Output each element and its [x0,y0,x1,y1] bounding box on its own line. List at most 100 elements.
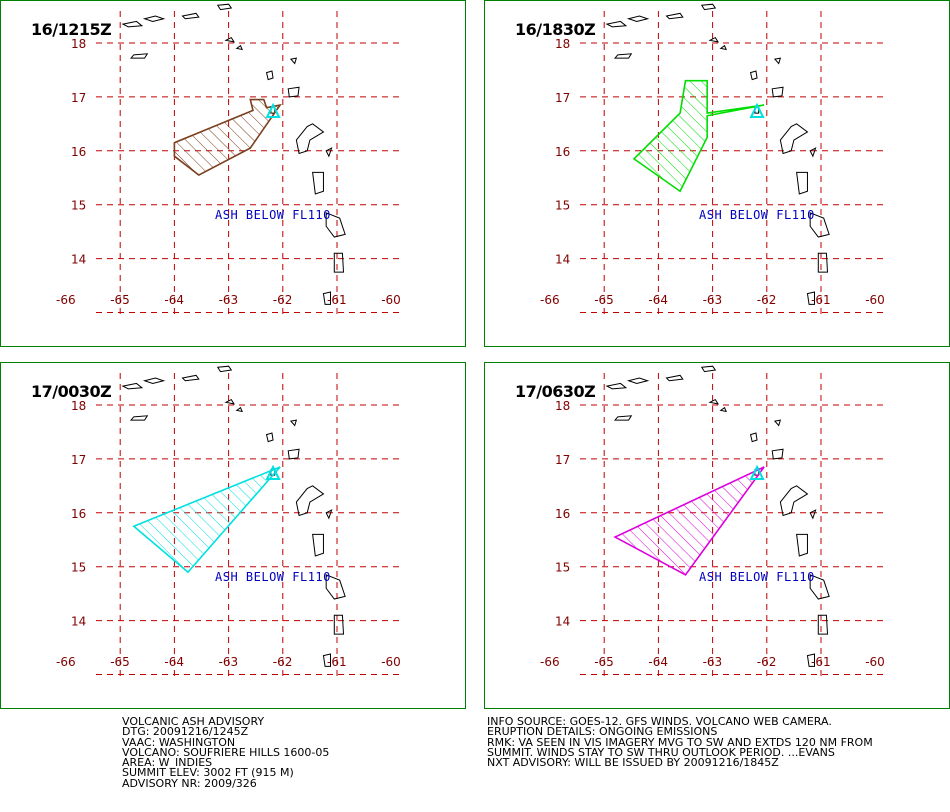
island-outline [806,653,815,667]
island-outline [265,432,274,443]
island-outline [322,291,331,305]
island-outline [700,365,717,373]
advisory-line: NXT ADVISORY: WILL BE ISSUED BY 20091216… [487,756,779,770]
volcano-marker [749,102,765,118]
longitude-label: -64 [164,655,184,669]
longitude-label: -62 [273,293,293,307]
coastlines [121,365,346,667]
island-outline [142,15,166,22]
longitude-label: -65 [110,293,130,307]
advisory-text-right: INFO SOURCE: GOES-12. GFS WINDS. VOLCANO… [487,716,873,770]
island-outline [235,406,243,413]
panel-time: 16/1215Z [31,20,112,39]
latitude-label: 16 [555,145,570,159]
longitude-label: -63 [219,293,239,307]
island-outline [224,398,236,405]
longitude-label: -63 [703,655,723,669]
ash-cloud-polygon [632,79,765,193]
island-outline [796,171,808,195]
island-outline [809,212,830,238]
panel-time: 16/1830Z [515,20,596,39]
longitude-label: -64 [648,655,668,669]
ash-cloud-polygon [613,466,765,576]
longitude-label: -60 [381,293,401,307]
lat-lon-grid [580,373,885,676]
longitude-label: -61 [327,293,347,307]
latitude-label: 14 [555,615,570,629]
island-outline [235,44,243,51]
island-outline [312,171,324,195]
island-outline [121,382,144,390]
island-outline [779,485,809,517]
island-outline [817,614,829,635]
longitude-label: -64 [648,293,668,307]
latitude-label: 18 [71,37,86,51]
ash-altitude-label: ASH BELOW FL110 [699,208,815,222]
latitude-label: 17 [555,91,570,105]
ash-altitude-label: ASH BELOW FL110 [215,570,331,584]
latitude-label: 18 [71,399,86,413]
advisory-line: DTG: 20091216/1245Z [122,725,249,739]
advisory-line: ADVISORY NR: 2009/326 [122,776,257,790]
advisory-line: AREA: W_INDIES [122,756,213,770]
island-outline [287,86,300,98]
island-outline [779,123,809,155]
map-canvas: 18 17 16 15 14 -66 -65 -64 -63 -62 -61 -60 [540,3,885,314]
latitude-label: 15 [71,199,86,213]
forecast-panel-1: 18 17 16 15 14 -66 -65 -64 -63 -62 -61 -60 16/1215Z… [0,0,466,347]
island-outline [809,574,830,600]
island-outline [181,374,200,382]
island-outline [325,574,346,600]
advisory-line: VAAC: WASHINGTON [122,735,236,749]
longitude-label: -63 [219,655,239,669]
longitude-label: -66 [56,655,76,669]
island-outline [719,406,727,413]
lat-lon-grid [96,11,401,314]
latitude-label: 16 [71,145,86,159]
lat-lon-grid [580,11,885,314]
island-outline [613,415,633,421]
island-outline [325,212,346,238]
latitude-label: 17 [71,453,86,467]
panel-time: 17/0030Z [31,382,112,401]
longitude-label: -61 [811,293,831,307]
island-outline [665,374,684,382]
island-outline [325,147,333,158]
island-outline [224,36,236,43]
longitude-label: -65 [110,655,130,669]
island-outline [289,57,298,65]
island-outline [771,448,784,460]
longitude-label: -61 [327,655,347,669]
latitude-label: 17 [555,453,570,467]
longitude-label: -61 [811,655,831,669]
island-outline [333,252,345,273]
island-outline [817,252,829,273]
advisory-line: VOLCANO: SOUFRIERE HILLS 1600-05 [122,745,330,759]
island-outline [809,509,817,520]
volcano-marker [265,102,281,118]
island-outline [312,533,324,557]
island-outline [287,448,300,460]
island-outline [771,86,784,98]
longitude-label: -62 [273,655,293,669]
island-outline [289,419,298,427]
map-canvas: 18 17 16 15 14 -66 -65 -64 -63 -62 -61 -60 [56,365,401,676]
forecast-panel-4: 18 17 16 15 14 -66 -65 -64 -63 -62 -61 -60 17/0630Z… [484,362,950,709]
longitude-label: -65 [594,655,614,669]
island-outline [806,291,815,305]
map-canvas: 18 17 16 15 14 -66 -65 -64 -63 -62 -61 -60 [540,365,885,676]
longitude-label: -60 [381,655,401,669]
island-outline [325,509,333,520]
island-outline [129,415,149,421]
advisory-line: SUMMIT. WINDS STAY TO SW THRU OUTLOOK PE… [487,745,835,759]
longitude-label: -63 [703,293,723,307]
longitude-label: -62 [757,293,777,307]
island-outline [322,653,331,667]
latitude-label: 16 [71,507,86,521]
latitude-label: 15 [71,561,86,575]
latitude-label: 18 [555,37,570,51]
latitude-label: 17 [71,91,86,105]
island-outline [613,53,633,59]
latitude-label: 14 [71,615,86,629]
longitude-label: -60 [865,655,885,669]
